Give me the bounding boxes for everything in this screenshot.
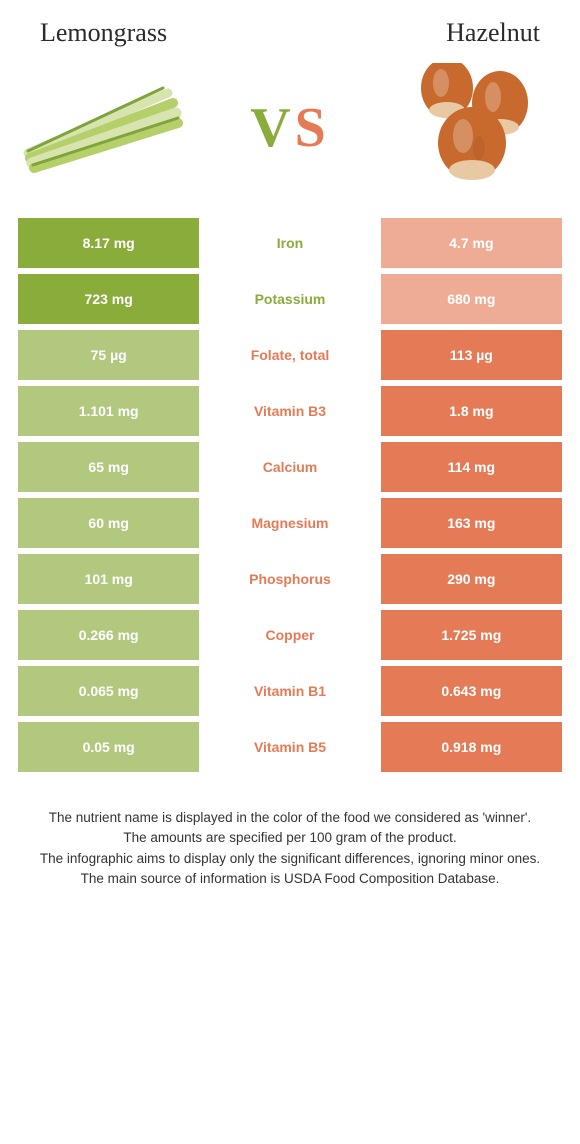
right-value: 680 mg: [381, 274, 562, 324]
left-value: 0.05 mg: [18, 722, 199, 772]
nutrient-label: Phosphorus: [199, 554, 380, 604]
nutrient-label: Vitamin B3: [199, 386, 380, 436]
nutrient-label: Vitamin B1: [199, 666, 380, 716]
left-value: 723 mg: [18, 274, 199, 324]
table-row: 1.101 mgVitamin B31.8 mg: [18, 386, 562, 436]
lemongrass-image: [18, 68, 188, 188]
nutrient-label: Potassium: [199, 274, 380, 324]
right-value: 1.725 mg: [381, 610, 562, 660]
right-value: 114 mg: [381, 442, 562, 492]
table-row: 0.065 mgVitamin B10.643 mg: [18, 666, 562, 716]
right-value: 290 mg: [381, 554, 562, 604]
left-value: 60 mg: [18, 498, 199, 548]
table-row: 8.17 mgIron4.7 mg: [18, 218, 562, 268]
footnote-line: The infographic aims to display only the…: [30, 849, 550, 869]
right-value: 113 µg: [381, 330, 562, 380]
table-row: 101 mgPhosphorus290 mg: [18, 554, 562, 604]
vs-v: V: [250, 97, 294, 159]
table-row: 65 mgCalcium114 mg: [18, 442, 562, 492]
left-value: 1.101 mg: [18, 386, 199, 436]
right-value: 0.643 mg: [381, 666, 562, 716]
table-row: 75 µgFolate, total113 µg: [18, 330, 562, 380]
nutrient-label: Copper: [199, 610, 380, 660]
imagery-row: VS: [0, 48, 580, 218]
vs-s: S: [295, 97, 330, 159]
comparison-table: 8.17 mgIron4.7 mg 723 mgPotassium680 mg 75…: [0, 218, 580, 772]
nutrient-label: Iron: [199, 218, 380, 268]
table-row: 0.05 mgVitamin B50.918 mg: [18, 722, 562, 772]
left-value: 0.065 mg: [18, 666, 199, 716]
nutrient-label: Folate, total: [199, 330, 380, 380]
left-value: 75 µg: [18, 330, 199, 380]
footnote-line: The main source of information is USDA F…: [30, 869, 550, 889]
left-value: 65 mg: [18, 442, 199, 492]
table-row: 60 mgMagnesium163 mg: [18, 498, 562, 548]
nutrient-label: Vitamin B5: [199, 722, 380, 772]
vs-label: VS: [188, 96, 392, 160]
right-food-title: Hazelnut: [446, 18, 540, 48]
hazelnut-image: [392, 68, 562, 188]
right-value: 0.918 mg: [381, 722, 562, 772]
footnote-line: The amounts are specified per 100 gram o…: [30, 828, 550, 848]
header: Lemongrass Hazelnut: [0, 0, 580, 48]
right-value: 4.7 mg: [381, 218, 562, 268]
table-row: 0.266 mgCopper1.725 mg: [18, 610, 562, 660]
right-value: 1.8 mg: [381, 386, 562, 436]
footnote-line: The nutrient name is displayed in the co…: [30, 808, 550, 828]
left-food-title: Lemongrass: [40, 18, 167, 48]
left-value: 8.17 mg: [18, 218, 199, 268]
table-row: 723 mgPotassium680 mg: [18, 274, 562, 324]
footnotes: The nutrient name is displayed in the co…: [0, 778, 580, 889]
left-value: 0.266 mg: [18, 610, 199, 660]
left-value: 101 mg: [18, 554, 199, 604]
nutrient-label: Calcium: [199, 442, 380, 492]
nutrient-label: Magnesium: [199, 498, 380, 548]
right-value: 163 mg: [381, 498, 562, 548]
